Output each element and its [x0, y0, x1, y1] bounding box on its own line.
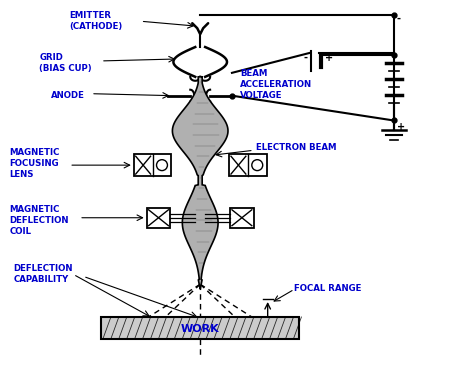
Text: FOCAL RANGE: FOCAL RANGE: [294, 284, 361, 293]
Polygon shape: [172, 77, 227, 289]
Text: -: -: [303, 53, 307, 63]
Text: EMITTER
(CATHODE): EMITTER (CATHODE): [69, 11, 122, 32]
Text: ANODE: ANODE: [51, 91, 85, 100]
Bar: [229, 154, 266, 176]
Bar: [146, 208, 170, 228]
Text: WORK: WORK: [180, 324, 219, 334]
Text: +: +: [396, 123, 404, 132]
Text: DEFLECTION
CAPABILITY: DEFLECTION CAPABILITY: [14, 264, 73, 284]
Text: MAGNETIC
DEFLECTION
COIL: MAGNETIC DEFLECTION COIL: [9, 205, 69, 236]
Text: MAGNETIC
FOCUSING
LENS: MAGNETIC FOCUSING LENS: [9, 148, 60, 179]
Text: GRID
(BIAS CUP): GRID (BIAS CUP): [39, 53, 92, 73]
Text: -: -: [396, 13, 400, 23]
Bar: [230, 208, 253, 228]
Bar: [133, 154, 171, 176]
Text: BEAM
ACCELERATION
VOLTAGE: BEAM ACCELERATION VOLTAGE: [239, 69, 311, 100]
Text: +: +: [325, 53, 333, 63]
Bar: [101, 317, 299, 339]
Text: ELECTRON BEAM: ELECTRON BEAM: [255, 143, 336, 152]
